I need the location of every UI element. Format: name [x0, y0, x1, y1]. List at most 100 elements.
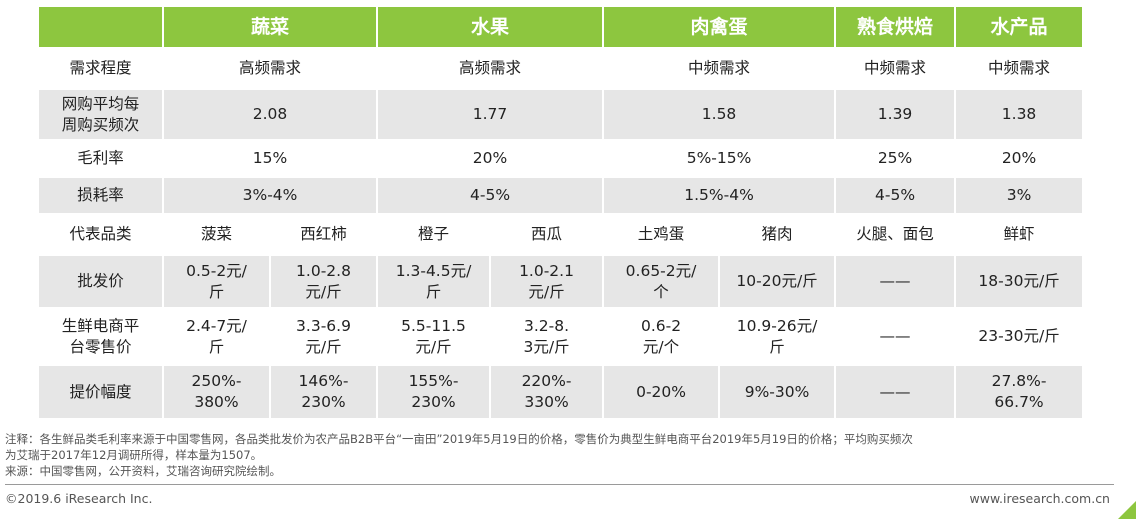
- footer-divider: [5, 484, 1114, 485]
- cell-line: 3.2-8.: [524, 316, 570, 335]
- table-cell: 3%-4%: [161, 176, 379, 215]
- cell-line: 230%: [301, 393, 346, 411]
- table-cell: 1.38: [954, 88, 1085, 141]
- table-cell: 155%- 230%: [376, 364, 492, 420]
- row-label: 提价幅度: [37, 364, 164, 420]
- row-demand: 需求程度 高频需求 高频需求 中频需求 中频需求 中频需求: [37, 47, 1085, 90]
- table-cell: 中频需求: [954, 47, 1085, 90]
- cell-line: 155%-: [408, 372, 459, 390]
- cell-line: 1.0-2.8: [296, 261, 351, 280]
- table-cell: 橙子: [376, 213, 492, 256]
- cell-line: 230%: [411, 393, 456, 411]
- header-seafood: 水产品: [954, 5, 1085, 49]
- table-cell: 20%: [954, 139, 1085, 178]
- cell-line: 220%-: [521, 372, 572, 390]
- table-cell: 146%- 230%: [268, 364, 379, 420]
- table-cell: 西瓜: [489, 213, 605, 256]
- table-cell: 5%-15%: [602, 139, 837, 178]
- cell-line: 3.3-6.9: [296, 316, 351, 335]
- header-row: 蔬菜 水果 肉禽蛋 熟食烘焙 水产品: [37, 5, 1085, 49]
- row-label: 损耗率: [37, 176, 164, 215]
- cell-line: 斤: [208, 337, 225, 356]
- table-cell: 1.77: [376, 88, 605, 141]
- cell-line: 5.5-11.5: [401, 316, 466, 335]
- table-cell: 猪肉: [718, 213, 837, 256]
- cell-line: 斤: [208, 282, 225, 301]
- table-cell: 20%: [376, 139, 605, 178]
- cell-line: 2.4-7元/: [186, 316, 247, 335]
- row-markup: 提价幅度 250%- 380% 146%- 230% 155%- 230% 220%-…: [37, 364, 1085, 420]
- note-line: 为艾瑞于2017年12月调研所得，样本量为1507。: [5, 448, 263, 462]
- cell-line: 元/斤: [305, 337, 342, 356]
- row-representative: 代表品类 菠菜 西红柿 橙子 西瓜 土鸡蛋 猪肉 火腿、面包 鲜虾: [37, 213, 1085, 256]
- table-cell: 菠菜: [162, 213, 271, 256]
- table-cell: 0.6-2 元/个: [602, 307, 721, 366]
- row-label-line: 台零售价: [69, 337, 132, 356]
- table-cell: 1.0-2.1 元/斤: [489, 254, 605, 309]
- table-cell: 0-20%: [602, 364, 721, 420]
- table-cell: ——: [834, 254, 957, 309]
- table-cell: 15%: [161, 139, 379, 178]
- table-cell: 220%- 330%: [489, 364, 605, 420]
- row-loss: 损耗率 3%-4% 4-5% 1.5%-4% 4-5% 3%: [37, 176, 1085, 215]
- cell-line: 个: [653, 282, 669, 301]
- table-cell: 9%-30%: [718, 364, 837, 420]
- copyright-text: ©2019.6 iResearch Inc.: [5, 491, 153, 506]
- source-line: 来源：中国零售网，公开资料，艾瑞咨询研究院绘制。: [5, 464, 281, 478]
- table-cell: 0.5-2元/斤: [162, 254, 271, 309]
- table-cell: 火腿、面包: [834, 213, 957, 256]
- cell-line: 斤: [425, 282, 442, 301]
- row-label: 需求程度: [37, 47, 164, 90]
- cell-line: 146%-: [298, 372, 349, 390]
- row-label-line: 网购平均每: [61, 94, 140, 113]
- table-cell: 土鸡蛋: [602, 213, 721, 256]
- table-cell: 4-5%: [376, 176, 605, 215]
- corner-triangle-icon: [1118, 501, 1136, 519]
- table-cell: 4-5%: [834, 176, 957, 215]
- note-line: 注释：各生鲜品类毛利率来源于中国零售网，各品类批发价为农产品B2B平台“一亩田”…: [5, 432, 913, 446]
- table-cell: 1.0-2.8 元/斤: [268, 254, 379, 309]
- website-link[interactable]: www.iresearch.com.cn: [969, 491, 1111, 506]
- table-cell: 23-30元/斤: [954, 307, 1085, 366]
- row-label-line: 周购买频次: [61, 115, 140, 134]
- comparison-table: 蔬菜 水果 肉禽蛋 熟食烘焙 水产品 需求程度 高频需求 高频需求 中频需求 中…: [37, 5, 1085, 420]
- table-cell: 10.9-26元/斤: [718, 307, 837, 366]
- table-cell: 1.39: [834, 88, 957, 141]
- table-cell: 2.4-7元/斤: [162, 307, 271, 366]
- header-corner: [37, 5, 164, 49]
- table-cell: 250%- 380%: [162, 364, 271, 420]
- cell-line: 1.3-4.5元/: [395, 261, 472, 280]
- row-label: 批发价: [37, 254, 164, 309]
- table-cell: 西红柿: [268, 213, 379, 256]
- cell-line: 元/斤: [305, 282, 342, 301]
- table-cell: 3%: [954, 176, 1085, 215]
- table-cell: 0.65-2元/个: [602, 254, 721, 309]
- row-label: 代表品类: [37, 213, 164, 256]
- footnotes: 注释：各生鲜品类毛利率来源于中国零售网，各品类批发价为农产品B2B平台“一亩田”…: [5, 431, 1130, 479]
- header-fruit: 水果: [376, 5, 605, 49]
- cell-line: 3元/斤: [523, 337, 570, 356]
- cell-line: 0.6-2: [640, 316, 682, 335]
- cell-line: 元/斤: [415, 337, 452, 356]
- cell-line: 元/斤: [528, 282, 565, 301]
- row-label: 网购平均每 周购买频次: [37, 88, 164, 141]
- table-cell: 3.3-6.9 元/斤: [268, 307, 379, 366]
- cell-line: 27.8%-: [991, 372, 1047, 390]
- table-cell: 鲜虾: [954, 213, 1085, 256]
- table-cell: 27.8%- 66.7%: [954, 364, 1085, 420]
- table-cell: 1.58: [602, 88, 837, 141]
- cell-line: 斤: [769, 337, 785, 356]
- table-cell: 1.3-4.5元/斤: [376, 254, 492, 309]
- table-cell: 2.08: [161, 88, 379, 141]
- cell-line: 66.7%: [994, 393, 1044, 411]
- row-frequency: 网购平均每 周购买频次 2.08 1.77 1.58 1.39 1.38: [37, 88, 1085, 141]
- row-label: 生鲜电商平 台零售价: [37, 307, 164, 366]
- table-cell: 10-20元/斤: [718, 254, 837, 309]
- cell-line: 380%: [194, 393, 239, 411]
- cell-line: 1.0-2.1: [519, 261, 574, 280]
- cell-line: 0.5-2元/: [186, 261, 247, 280]
- table-cell: ——: [834, 307, 957, 366]
- row-label-line: 生鲜电商平: [61, 316, 140, 335]
- table-cell: 5.5-11.5 元/斤: [376, 307, 492, 366]
- table-cell: 高频需求: [376, 47, 605, 90]
